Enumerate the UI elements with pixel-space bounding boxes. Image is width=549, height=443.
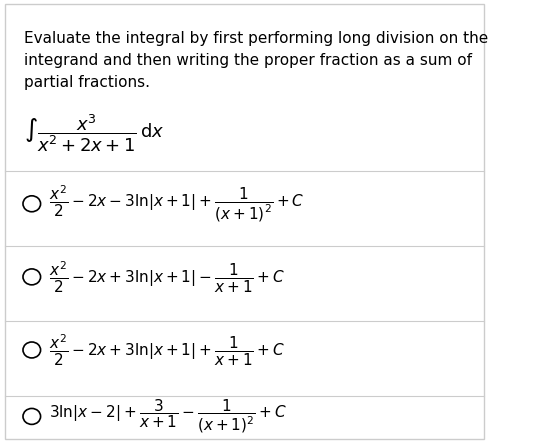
Text: $\dfrac{x^2}{2} - 2x - 3\ln|x+1| + \dfrac{1}{(x+1)^2} + C$: $\dfrac{x^2}{2} - 2x - 3\ln|x+1| + \dfra… [49,184,304,224]
Text: $3\ln|x-2| + \dfrac{3}{x+1} - \dfrac{1}{(x+1)^2} + C$: $3\ln|x-2| + \dfrac{3}{x+1} - \dfrac{1}{… [49,398,287,435]
Text: $\dfrac{x^2}{2} - 2x + 3\ln|x+1| - \dfrac{1}{x+1} + C$: $\dfrac{x^2}{2} - 2x + 3\ln|x+1| - \dfra… [49,259,285,295]
FancyBboxPatch shape [5,4,484,439]
Text: $\int \dfrac{x^3}{x^2+2x+1}\,\mathrm{d}x$: $\int \dfrac{x^3}{x^2+2x+1}\,\mathrm{d}x… [25,112,165,154]
Text: Evaluate the integral by first performing long division on the
integrand and the: Evaluate the integral by first performin… [25,31,489,90]
Text: $\dfrac{x^2}{2} - 2x + 3\ln|x+1| + \dfrac{1}{x+1} + C$: $\dfrac{x^2}{2} - 2x + 3\ln|x+1| + \dfra… [49,332,285,368]
